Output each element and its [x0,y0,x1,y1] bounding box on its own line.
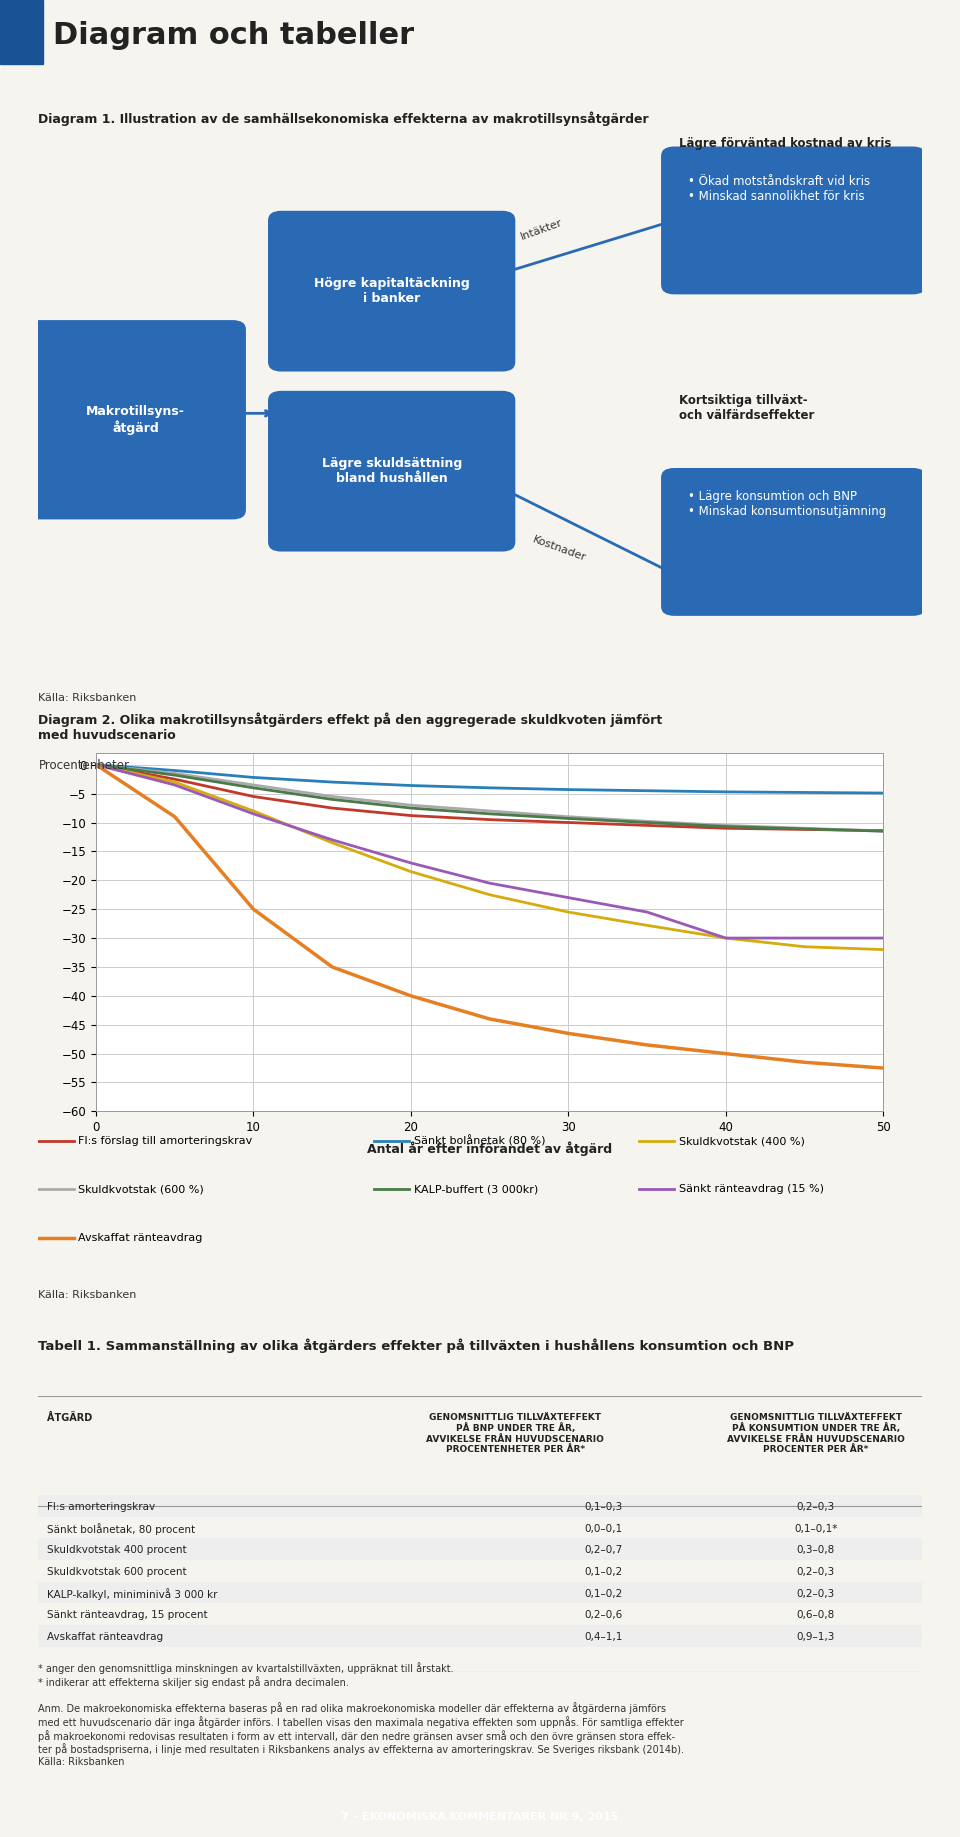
Text: Procentenheter: Procentenheter [38,759,130,772]
Text: FI:s förslag till amorteringskrav: FI:s förslag till amorteringskrav [78,1137,252,1146]
Bar [0,0,43,64]
Text: Diagram 2. Olika makrotillsynsåtgärders effekt på den aggregerade skuldkvoten jä: Diagram 2. Olika makrotillsynsåtgärders … [38,713,662,742]
X-axis label: Antal år efter införandet av åtgärd: Antal år efter införandet av åtgärd [367,1141,612,1155]
Text: Makrotillsyns-
åtgärd: Makrotillsyns- åtgärd [86,404,185,435]
Text: KALP-buffert (3 000kr): KALP-buffert (3 000kr) [414,1185,538,1194]
Text: Sänkt bolånetak (80 %): Sänkt bolånetak (80 %) [414,1135,545,1146]
FancyBboxPatch shape [661,468,926,615]
Text: Lägre förväntad kostnad av kris: Lägre förväntad kostnad av kris [679,136,891,151]
Text: 0,0–0,1: 0,0–0,1 [585,1523,623,1534]
Bar [38,1626,922,1646]
Text: GENOMSNITTLIG TILLVÄXTEFFEKT
PÅ KONSUMTION UNDER TRE ÅR,
AVVIKELSE FRÅN HUVUDSCE: GENOMSNITTLIG TILLVÄXTEFFEKT PÅ KONSUMTI… [727,1413,904,1455]
Text: Skuldkvotstak (600 %): Skuldkvotstak (600 %) [78,1185,204,1194]
Text: 0,2–0,6: 0,2–0,6 [585,1611,623,1620]
Text: Skuldkvotstak (400 %): Skuldkvotstak (400 %) [679,1137,804,1146]
Text: 0,2–0,7: 0,2–0,7 [585,1545,623,1556]
Text: Skuldkvotstak 600 procent: Skuldkvotstak 600 procent [47,1567,187,1576]
Text: GENOMSNITTLIG TILLVÄXTEFFEKT
PÅ BNP UNDER TRE ÅR,
AVVIKELSE FRÅN HUVUDSCENARIO
P: GENOMSNITTLIG TILLVÄXTEFFEKT PÅ BNP UNDE… [426,1413,604,1455]
FancyBboxPatch shape [268,391,516,551]
Text: Lägre skuldsättning
bland hushållen: Lägre skuldsättning bland hushållen [322,457,462,485]
Text: 0,2–0,3: 0,2–0,3 [797,1589,835,1598]
Text: 0,1–0,2: 0,1–0,2 [585,1589,623,1598]
Text: 7 – EKONOMISKA KOMMENTARER NR 9, 2015: 7 – EKONOMISKA KOMMENTARER NR 9, 2015 [342,1811,618,1822]
Text: Källa: Riksbanken: Källa: Riksbanken [38,1290,136,1301]
Text: Diagram och tabeller: Diagram och tabeller [53,20,414,50]
Text: • Ökad motståndskraft vid kris
• Minskad sannolikhet för kris: • Ökad motståndskraft vid kris • Minskad… [687,175,870,204]
Text: 0,2–0,3: 0,2–0,3 [797,1567,835,1576]
FancyBboxPatch shape [25,320,246,520]
Text: • Lägre konsumtion och BNP
• Minskad konsumtionsutjämning: • Lägre konsumtion och BNP • Minskad kon… [687,490,886,518]
Text: Diagram 1. Illustration av de samhällsekonomiska effekterna av makrotillsynsåtgä: Diagram 1. Illustration av de samhällsek… [38,110,649,125]
Text: 0,3–0,8: 0,3–0,8 [797,1545,835,1556]
Text: KALP-kalkyl, miniminivå 3 000 kr: KALP-kalkyl, miniminivå 3 000 kr [47,1587,218,1600]
Text: 0,1–0,1*: 0,1–0,1* [794,1523,837,1534]
Text: 0,1–0,2: 0,1–0,2 [585,1567,623,1576]
Text: 0,9–1,3: 0,9–1,3 [797,1631,835,1642]
Text: 0,1–0,3: 0,1–0,3 [585,1503,623,1512]
Text: Intäkter: Intäkter [519,219,564,242]
Bar [38,1538,922,1560]
Text: Sänkt bolånetak, 80 procent: Sänkt bolånetak, 80 procent [47,1523,195,1534]
Text: 0,4–1,1: 0,4–1,1 [585,1631,623,1642]
Text: Kortsiktiga tillväxt-
och välfärdseffekter: Kortsiktiga tillväxt- och välfärdseffekt… [679,395,814,423]
Text: Tabell 1. Sammanställning av olika åtgärders effekter på tillväxten i hushållens: Tabell 1. Sammanställning av olika åtgär… [38,1337,795,1352]
Text: Skuldkvotstak 400 procent: Skuldkvotstak 400 procent [47,1545,187,1556]
Text: Avskaffat ränteavdrag: Avskaffat ränteavdrag [78,1233,203,1242]
Text: Sänkt ränteavdrag, 15 procent: Sänkt ränteavdrag, 15 procent [47,1611,208,1620]
Bar [38,1582,922,1604]
Text: 0,6–0,8: 0,6–0,8 [797,1611,835,1620]
Text: Kostnader: Kostnader [531,535,588,562]
Text: 0,2–0,3: 0,2–0,3 [797,1503,835,1512]
Bar [38,1495,922,1517]
Text: Högre kapitaltäckning
i banker: Högre kapitaltäckning i banker [314,277,469,305]
Text: FI:s amorteringskrav: FI:s amorteringskrav [47,1503,156,1512]
Text: ÅTGÄRD: ÅTGÄRD [47,1413,92,1422]
Text: Källa: Riksbanken: Källa: Riksbanken [38,693,136,702]
Text: Sänkt ränteavdrag (15 %): Sänkt ränteavdrag (15 %) [679,1185,824,1194]
Text: * anger den genomsnittliga minskningen av kvartalstillväxten, uppräknat till års: * anger den genomsnittliga minskningen a… [38,1662,684,1767]
FancyBboxPatch shape [661,147,926,294]
FancyBboxPatch shape [268,211,516,371]
Text: Avskaffat ränteavdrag: Avskaffat ränteavdrag [47,1631,163,1642]
